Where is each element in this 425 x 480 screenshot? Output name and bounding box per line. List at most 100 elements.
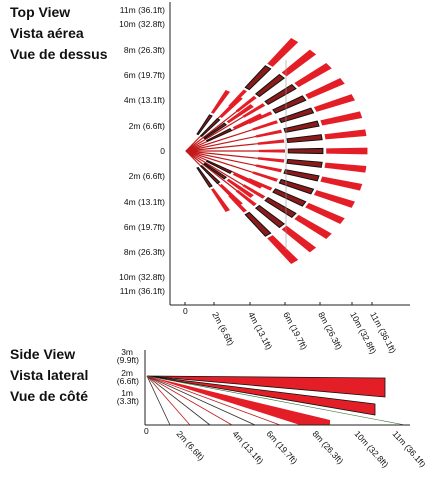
beam	[196, 166, 213, 188]
beam	[232, 113, 263, 130]
x-label: 8m (26.3ft)	[311, 429, 346, 466]
beam	[313, 190, 355, 208]
side-title: Vue de côté	[10, 388, 88, 404]
ray	[146, 375, 406, 426]
x-label: 4m (13.1ft)	[231, 429, 266, 466]
ray	[146, 375, 256, 426]
beam	[286, 134, 323, 144]
beam	[242, 103, 266, 118]
ray	[185, 150, 244, 186]
side-beams	[146, 375, 406, 426]
beam	[286, 158, 323, 168]
y-label: 3m	[121, 347, 133, 357]
beam	[264, 83, 297, 106]
ray	[185, 110, 238, 152]
beam	[281, 225, 317, 253]
ray	[146, 375, 233, 426]
beam	[294, 214, 332, 239]
ray	[185, 116, 244, 152]
beam	[244, 65, 272, 91]
beam	[257, 157, 285, 163]
top-beams	[185, 38, 368, 264]
beam	[324, 162, 367, 173]
y-label: (3.3ft)	[117, 396, 139, 406]
beam	[252, 120, 279, 131]
beam	[264, 196, 297, 219]
beam	[255, 129, 283, 138]
ray	[185, 128, 254, 152]
x-label: 8m (26.3ft)	[316, 310, 344, 351]
beam	[203, 162, 228, 180]
beam	[219, 96, 243, 118]
y-label: 2m	[121, 368, 133, 378]
beam	[278, 178, 315, 195]
beam	[226, 178, 254, 198]
y-label: (9.9ft)	[117, 355, 139, 365]
beam	[205, 128, 233, 143]
x-label: 11m (36.1ft)	[391, 429, 425, 469]
beam	[294, 63, 332, 88]
x-label: 10m (32.8ft)	[353, 429, 391, 470]
beam	[324, 129, 367, 140]
y-label: 4m (13.1ft)	[124, 197, 165, 207]
beam	[254, 204, 286, 229]
beam	[232, 172, 263, 189]
beam	[257, 139, 285, 145]
x-label: 0	[183, 306, 188, 316]
beam	[252, 171, 279, 182]
beam	[281, 49, 317, 77]
ray	[185, 150, 238, 192]
beam	[147, 376, 330, 425]
y-label: 1m	[121, 388, 133, 398]
beam	[210, 90, 231, 114]
x-label: 6m (19.7ft)	[265, 429, 300, 466]
ray	[185, 150, 257, 167]
side-title: Side View	[10, 346, 75, 362]
beam	[272, 188, 307, 207]
y-label: (6.6ft)	[117, 376, 139, 386]
beam	[196, 114, 213, 136]
beam	[267, 38, 299, 67]
side-title: Vista lateral	[10, 367, 88, 383]
ray	[146, 375, 281, 426]
beam	[203, 122, 228, 140]
y-label: 11m (36.1ft)	[120, 5, 165, 15]
ray	[185, 150, 259, 159]
y-label: 8m (26.3ft)	[124, 45, 165, 55]
beam	[287, 147, 324, 155]
beam	[272, 95, 307, 114]
y-label: 2m (6.6ft)	[129, 121, 166, 131]
ray	[146, 375, 171, 426]
y-label: 4m (13.1ft)	[124, 95, 165, 105]
beam	[254, 73, 286, 98]
beam	[219, 184, 243, 206]
x-label: 4m (13.1ft)	[246, 310, 274, 351]
beam	[313, 94, 355, 112]
beam	[278, 107, 315, 124]
beam	[305, 202, 345, 225]
beam	[255, 164, 283, 173]
y-label: 10m (32.8ft)	[119, 272, 165, 282]
y-label: 10m (32.8ft)	[119, 19, 165, 29]
x-label: 2m (6.6ft)	[210, 310, 236, 347]
y-label: 0	[160, 146, 165, 156]
ray	[185, 143, 259, 152]
beam	[283, 120, 320, 133]
y-label: 6m (19.7ft)	[124, 70, 165, 80]
x-label: 2m (6.6ft)	[175, 429, 207, 463]
top-title: Top View	[10, 4, 70, 20]
beam	[235, 95, 257, 113]
ray	[185, 150, 254, 174]
beam	[305, 77, 345, 100]
y-label: 8m (26.3ft)	[124, 247, 165, 257]
beam	[320, 111, 363, 126]
ray	[146, 375, 211, 426]
y-label: 2m (6.6ft)	[129, 171, 166, 181]
y-label: 6m (19.7ft)	[124, 222, 165, 232]
top-title: Vue de dessus	[10, 46, 108, 62]
beam	[235, 189, 257, 207]
beam	[242, 184, 266, 199]
beam	[326, 147, 368, 155]
x-label: 6m (19.7ft)	[281, 310, 309, 351]
